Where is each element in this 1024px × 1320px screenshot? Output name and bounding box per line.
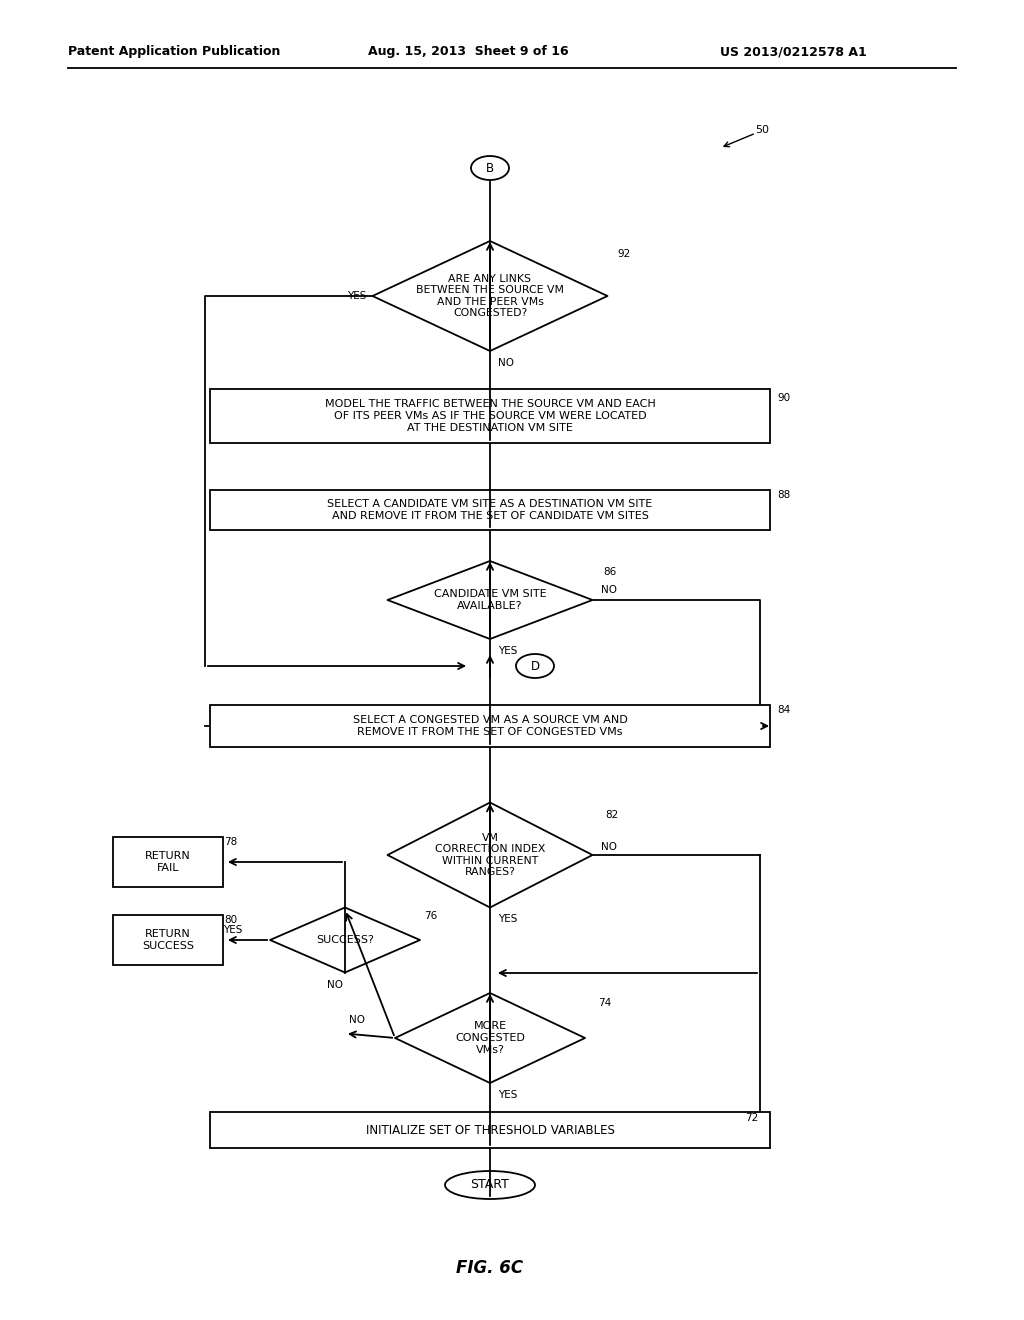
Text: 90: 90 xyxy=(777,393,791,403)
Text: SELECT A CONGESTED VM AS A SOURCE VM AND
REMOVE IT FROM THE SET OF CONGESTED VMs: SELECT A CONGESTED VM AS A SOURCE VM AND… xyxy=(352,715,628,737)
Ellipse shape xyxy=(471,156,509,180)
Text: 92: 92 xyxy=(617,249,630,259)
Text: YES: YES xyxy=(498,1090,517,1100)
Text: NO: NO xyxy=(349,1015,365,1026)
Text: US 2013/0212578 A1: US 2013/0212578 A1 xyxy=(720,45,866,58)
Text: 82: 82 xyxy=(605,810,618,820)
Text: YES: YES xyxy=(498,915,517,924)
Text: MODEL THE TRAFFIC BETWEEN THE SOURCE VM AND EACH
OF ITS PEER VMs AS IF THE SOURC: MODEL THE TRAFFIC BETWEEN THE SOURCE VM … xyxy=(325,400,655,433)
Text: 84: 84 xyxy=(777,705,791,715)
Ellipse shape xyxy=(445,1171,535,1199)
Bar xyxy=(210,490,770,531)
Text: 78: 78 xyxy=(224,837,238,847)
Text: Aug. 15, 2013  Sheet 9 of 16: Aug. 15, 2013 Sheet 9 of 16 xyxy=(368,45,568,58)
Text: YES: YES xyxy=(222,925,242,935)
Text: 88: 88 xyxy=(777,490,791,500)
Text: Patent Application Publication: Patent Application Publication xyxy=(68,45,281,58)
Text: RETURN
SUCCESS: RETURN SUCCESS xyxy=(142,929,194,950)
Bar xyxy=(113,915,223,965)
Text: YES: YES xyxy=(498,645,517,656)
Text: 50: 50 xyxy=(755,125,769,135)
Bar xyxy=(210,705,770,747)
Polygon shape xyxy=(373,242,607,351)
Text: D: D xyxy=(530,660,540,672)
Text: 80: 80 xyxy=(224,915,238,925)
Text: MORE
CONGESTED
VMs?: MORE CONGESTED VMs? xyxy=(455,1022,525,1055)
Text: SUCCESS?: SUCCESS? xyxy=(316,935,374,945)
Polygon shape xyxy=(270,908,420,973)
Text: SELECT A CANDIDATE VM SITE AS A DESTINATION VM SITE
AND REMOVE IT FROM THE SET O: SELECT A CANDIDATE VM SITE AS A DESTINAT… xyxy=(328,499,652,521)
Text: CANDIDATE VM SITE
AVAILABLE?: CANDIDATE VM SITE AVAILABLE? xyxy=(434,589,547,611)
Text: START: START xyxy=(471,1179,509,1192)
Text: 76: 76 xyxy=(424,911,437,921)
Text: B: B xyxy=(486,161,494,174)
Text: VM
CORRECTION INDEX
WITHIN CURRENT
RANGES?: VM CORRECTION INDEX WITHIN CURRENT RANGE… xyxy=(435,833,545,878)
Text: 74: 74 xyxy=(598,998,611,1008)
Polygon shape xyxy=(387,803,593,908)
Bar xyxy=(210,389,770,444)
Bar xyxy=(210,1111,770,1148)
Text: YES: YES xyxy=(347,290,367,301)
Polygon shape xyxy=(387,561,593,639)
Text: NO: NO xyxy=(327,979,343,990)
Text: NO: NO xyxy=(600,842,616,851)
Text: RETURN
FAIL: RETURN FAIL xyxy=(145,851,190,873)
Text: INITIALIZE SET OF THRESHOLD VARIABLES: INITIALIZE SET OF THRESHOLD VARIABLES xyxy=(366,1123,614,1137)
Text: 86: 86 xyxy=(603,568,616,577)
Text: ARE ANY LINKS
BETWEEN THE SOURCE VM
AND THE PEER VMs
CONGESTED?: ARE ANY LINKS BETWEEN THE SOURCE VM AND … xyxy=(416,273,564,318)
Text: 72: 72 xyxy=(745,1113,758,1123)
Text: NO: NO xyxy=(498,358,514,368)
Polygon shape xyxy=(395,993,585,1082)
Ellipse shape xyxy=(516,653,554,678)
Text: NO: NO xyxy=(600,585,616,595)
Text: FIG. 6C: FIG. 6C xyxy=(457,1259,523,1276)
Bar xyxy=(113,837,223,887)
